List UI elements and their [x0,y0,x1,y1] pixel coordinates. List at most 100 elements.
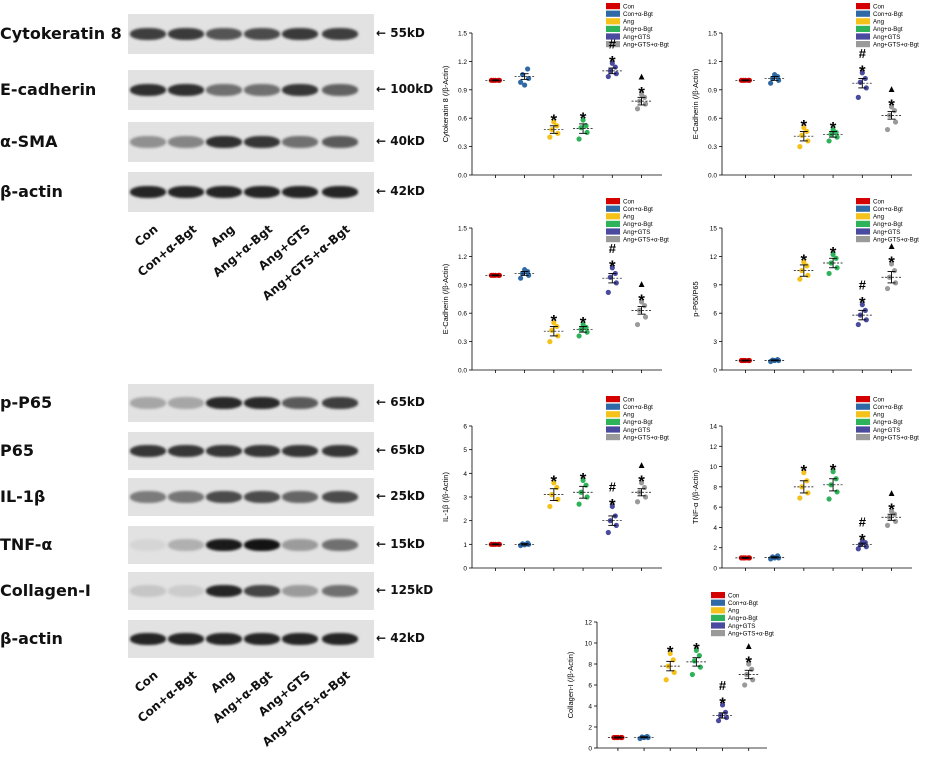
legend-label: Ang+GTS [873,229,900,236]
legend-label: Con+α-Bgt [728,600,758,607]
legend-label: Con+α-Bgt [623,206,653,213]
blot-band [282,397,318,409]
y-tick-label: 14 [710,424,718,431]
data-point [613,71,619,77]
legend-label: Ang [873,19,885,26]
y-tick-label: 12 [710,254,718,261]
legend-swatch [711,614,725,621]
significance-star: * [638,84,645,103]
molecular-weight-label: ← 40kD [376,134,425,148]
blot-band [168,491,204,503]
legend-swatch [606,228,620,235]
blot-strip [128,172,374,212]
legend-label: Ang+GTS [873,34,900,41]
data-point [801,259,807,265]
y-tick-label: 4 [713,525,717,532]
significance-star: * [830,119,837,138]
significance-star: * [551,312,558,331]
y-tick-label: 0.6 [458,116,467,123]
legend-label: Ang+GTS [623,229,650,236]
legend-swatch [856,10,870,17]
blot-band [244,585,280,597]
data-point [580,321,586,328]
data-point [642,314,649,320]
legend-label: Ang [623,19,635,26]
data-point [884,126,891,133]
y-tick-label: 2 [463,518,467,525]
y-tick-label: 15 [710,226,718,233]
blot-band [206,186,242,198]
y-tick-label: 0.3 [458,144,467,151]
molecular-weight-label: ← 42kD [376,631,425,645]
blot-row-label: P65 [0,441,34,460]
y-tick-label: 3 [713,339,717,346]
legend-label: Ang+GTS+α-Bgt [873,41,919,48]
significance-hash: # [859,46,867,61]
blot-band [130,445,166,457]
significance-hash: # [719,678,727,693]
molecular-weight-label: ← 42kD [376,184,425,198]
blot-row-label: β-actin [0,629,63,648]
significance-star: * [551,472,558,491]
significance-star: * [830,461,837,480]
legend-label: Ang [728,608,740,615]
data-point [888,104,895,110]
blot-strip [128,384,374,422]
blot-band [206,397,242,409]
data-point [605,73,611,80]
blot-band [168,28,204,40]
blot-band [168,585,204,597]
y-tick-label: 1.5 [458,31,467,38]
significance-star: * [859,62,866,81]
legend-label: Ang+GTS+α-Bgt [623,41,669,48]
blot-band [244,491,280,503]
data-point [642,494,649,500]
blot-band [244,28,280,40]
data-point [859,302,865,308]
data-point [805,138,811,144]
legend-label: Con [623,198,635,205]
significance-triangle: ▲ [637,460,647,471]
data-point [551,480,557,486]
blot-band [282,585,318,597]
data-point [863,85,869,91]
blot-strip [128,526,374,564]
blot-band [282,136,318,148]
molecular-weight-label: ← 65kD [376,395,425,409]
data-point [801,125,807,131]
legend-label: Con [873,3,885,10]
data-point [859,70,865,76]
y-axis-label: E-Cadherin (/β-Actin) [691,68,700,139]
significance-star: * [801,117,808,136]
blot-band [282,491,318,503]
blot-band [168,539,204,551]
significance-star: * [580,109,587,128]
legend-label: Con [873,396,885,403]
legend-swatch [606,434,620,441]
molecular-weight-label: ← 65kD [376,443,425,457]
data-point [863,317,869,323]
data-point [805,272,811,278]
blot-strip [128,122,374,162]
y-tick-label: 1.2 [458,254,467,261]
blot-band [282,539,318,551]
significance-star: * [719,694,726,713]
y-axis-label: Collagen-I (/β-Actin) [566,651,575,718]
significance-star: * [638,472,645,491]
y-tick-label: 0.9 [458,87,467,94]
blot-row-label: E-cadherin [0,80,97,99]
data-point [892,119,899,125]
blot-row-label: p-P65 [0,393,53,412]
legend-label: Ang+GTS+α-Bgt [728,630,774,637]
blot-band [130,136,166,148]
legend-swatch [606,198,620,205]
significance-hash: # [859,278,867,293]
blot-band [206,633,242,645]
blot-band [206,445,242,457]
blot-band [206,84,242,96]
data-point [607,274,613,280]
legend-swatch [606,236,620,243]
blot-band [282,633,318,645]
blot-row-label: β-actin [0,182,63,201]
